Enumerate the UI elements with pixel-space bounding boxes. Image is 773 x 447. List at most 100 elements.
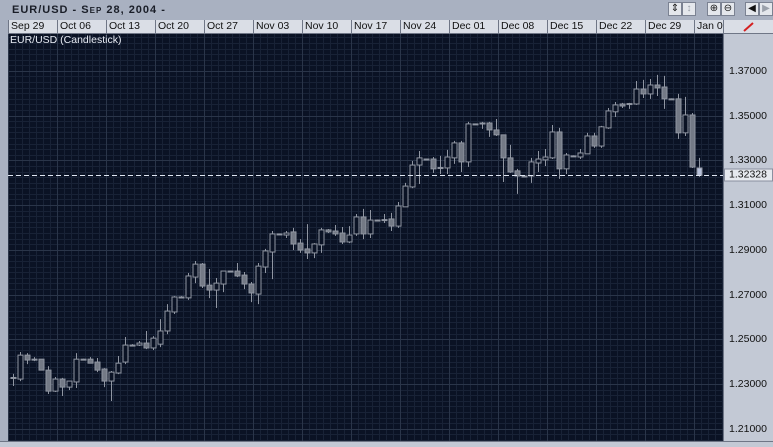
- candle: [241, 271, 248, 290]
- draw-tool-button[interactable]: [723, 20, 773, 34]
- candle: [486, 121, 493, 137]
- candle-body-bullish: [444, 156, 451, 169]
- candle: [157, 319, 164, 348]
- candle: [297, 239, 304, 253]
- candle-body-bearish: [59, 378, 66, 388]
- candle-body-bearish: [486, 122, 493, 131]
- candle-body-bearish: [430, 158, 437, 170]
- candle: [444, 149, 451, 174]
- candle-body-bullish: [451, 142, 458, 159]
- candle: [52, 377, 59, 393]
- candle-body-bearish: [661, 86, 668, 100]
- candle-body-bullish: [164, 310, 171, 332]
- candle: [234, 262, 241, 278]
- candle-body-bullish: [584, 135, 591, 155]
- candle: [381, 214, 388, 223]
- candle-body-bullish: [402, 185, 409, 208]
- expand-vertical-button[interactable]: ↕: [682, 2, 696, 16]
- candle-body-bearish: [654, 84, 661, 89]
- candle-body-bullish: [668, 98, 675, 101]
- candle-body-bullish: [605, 110, 612, 129]
- date-tick-label: Nov 17: [351, 20, 399, 33]
- candle: [388, 212, 395, 232]
- date-tick-label: Nov 24: [400, 20, 448, 33]
- candle: [661, 75, 668, 109]
- candle: [423, 158, 430, 161]
- candle-body-bullish: [395, 205, 402, 227]
- date-tick-label: Dec 01: [449, 20, 497, 33]
- candle: [150, 336, 157, 350]
- zoom-in-button[interactable]: ⊕: [707, 2, 721, 16]
- candle: [122, 337, 129, 365]
- candle: [59, 377, 66, 397]
- candle: [577, 148, 584, 160]
- candle: [395, 201, 402, 228]
- candle: [640, 79, 647, 98]
- candle: [66, 380, 73, 391]
- candle: [17, 351, 24, 382]
- candlestick-chart[interactable]: EUR/USD (Candlestick): [8, 34, 723, 441]
- candle: [430, 156, 437, 173]
- candle: [73, 353, 80, 389]
- scroll-right-button[interactable]: ▶: [759, 2, 773, 16]
- price-axis[interactable]: 1.32328 1.37000 1.35000 1.33000 1.31000 1.29…: [723, 34, 773, 441]
- candle-body-bearish: [591, 135, 598, 147]
- candle-body-bearish: [199, 263, 206, 287]
- compress-vertical-button[interactable]: ⇕: [668, 2, 682, 16]
- price-tick-label: 1.37000: [729, 64, 767, 77]
- candle-body-bearish: [556, 131, 563, 170]
- candle-body-bearish: [24, 354, 31, 361]
- candle: [409, 161, 416, 189]
- candle: [185, 273, 192, 300]
- scroll-left-button[interactable]: ◀: [745, 2, 759, 16]
- candle-body-bullish: [409, 164, 416, 188]
- candle-body-bullish: [108, 371, 115, 382]
- price-tick-label: 1.23000: [729, 377, 767, 390]
- chart-plot: [8, 34, 723, 441]
- candle: [549, 125, 556, 160]
- candle: [318, 227, 325, 253]
- zoom-out-button[interactable]: ⊖: [721, 2, 735, 16]
- price-tick-label: 1.21000: [729, 422, 767, 435]
- candle-body-bullish: [185, 275, 192, 299]
- date-tick-label: Jan 05: [694, 20, 723, 33]
- candle-body-bullish: [52, 378, 59, 392]
- candle: [626, 102, 633, 109]
- candle: [612, 101, 619, 117]
- candle-body-bullish: [73, 358, 80, 383]
- candle: [633, 80, 640, 105]
- candle: [192, 260, 199, 284]
- candle: [353, 214, 360, 236]
- candle: [493, 118, 500, 136]
- candle-body-bullish: [150, 337, 157, 349]
- candle-body-bearish: [458, 142, 465, 163]
- candle: [465, 121, 472, 167]
- candle-body-bearish: [696, 167, 703, 176]
- candle-body-bullish: [192, 263, 199, 278]
- candle-body-bullish: [577, 152, 584, 158]
- candle: [10, 373, 17, 386]
- candle: [367, 209, 374, 238]
- chart-title: EUR/USD - Sep 28, 2004 -: [12, 4, 166, 16]
- candle: [339, 226, 346, 244]
- date-tick-label: Oct 27: [204, 20, 252, 33]
- candle: [227, 270, 234, 273]
- candle-body-bearish: [388, 218, 395, 227]
- candle-body-bullish: [283, 232, 290, 236]
- candle: [584, 132, 591, 155]
- candle: [115, 356, 122, 375]
- candle-body-bullish: [633, 88, 640, 105]
- candle-body-bullish: [416, 157, 423, 166]
- candle: [80, 358, 87, 361]
- date-tick-label: Nov 03: [253, 20, 301, 33]
- candle: [220, 270, 227, 293]
- candle: [136, 341, 143, 346]
- candle: [402, 182, 409, 208]
- candle-body-bearish: [675, 98, 682, 134]
- candle-body-bullish: [66, 380, 73, 388]
- candle-body-bullish: [31, 358, 38, 361]
- candle-body-bullish: [542, 156, 549, 161]
- candle: [213, 277, 220, 308]
- candle: [416, 150, 423, 185]
- candle: [605, 108, 612, 129]
